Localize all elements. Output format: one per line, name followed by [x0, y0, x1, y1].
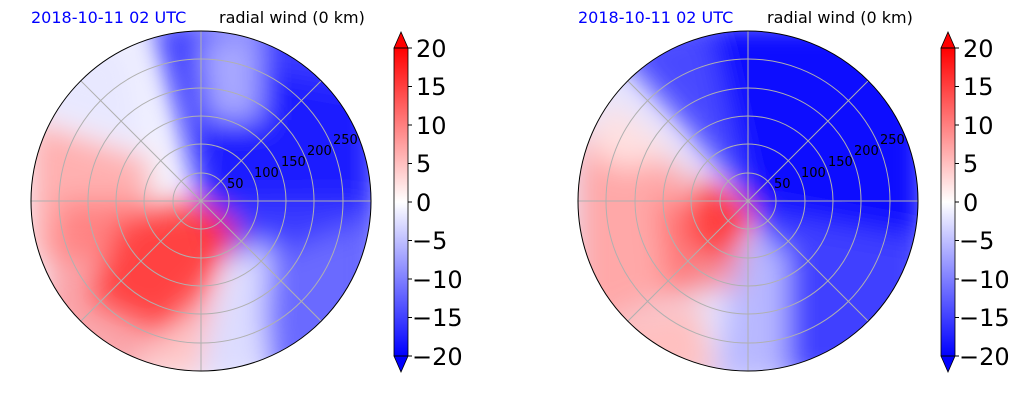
colorbar-tick-label: −15	[959, 304, 1010, 332]
polar-frame	[30, 30, 372, 372]
datetime-title: 2018-10-11 02 UTC	[578, 8, 734, 27]
colorbar-tick-label: 15	[963, 73, 994, 101]
radial-tick: 50	[774, 177, 791, 192]
colorbar-tick-label: −20	[959, 343, 1010, 371]
polar-plot: 50 100 150 200 250 20	[577, 30, 1010, 373]
colorbar-tick-label: −20	[412, 343, 463, 371]
chart-panel-right: 2018-10-11 02 UTC radial wind (0 km)	[547, 0, 1028, 401]
radial-wind-field	[578, 31, 918, 371]
radial-wind-field	[31, 31, 371, 371]
colorbar-tick-label: 15	[416, 73, 447, 101]
colorbar-tick-label: −10	[412, 266, 463, 294]
colorbar-tick-label: −5	[412, 227, 447, 255]
colorbar-tick-label: 20	[963, 35, 994, 63]
radial-tick: 100	[254, 166, 279, 181]
variable-title: radial wind (0 km)	[219, 8, 365, 27]
colorbar-tick-label: 0	[416, 189, 431, 217]
radial-tick: 150	[828, 155, 853, 170]
radial-tick-labels: 50 100 150 200 250	[227, 133, 358, 192]
variable-title: radial wind (0 km)	[767, 8, 913, 27]
radial-tick: 50	[227, 177, 244, 192]
radial-tick: 200	[307, 144, 332, 159]
colorbar-tick-label: 5	[416, 150, 431, 178]
colorbar-tick-label: −15	[412, 304, 463, 332]
polar-grid	[31, 31, 371, 371]
radial-tick: 250	[333, 133, 358, 148]
colorbar-tick-label: 20	[416, 35, 447, 63]
colorbar-tick-label: 10	[963, 112, 994, 140]
colorbar: 20 15 10 5 0 −5 −10 −15 −20	[393, 31, 463, 373]
radial-tick: 150	[281, 155, 306, 170]
colorbar-tick-label: 5	[963, 150, 978, 178]
colorbar-tick-label: 0	[963, 189, 978, 217]
chart-panel-left: 2018-10-11 02 UTC radial wind (0 km)	[30, 8, 463, 373]
colorbar-tick-label: −5	[959, 227, 994, 255]
datetime-title: 2018-10-11 02 UTC	[31, 8, 187, 27]
radial-tick: 100	[801, 166, 826, 181]
polar-frame	[577, 30, 919, 372]
radial-tick: 200	[854, 144, 879, 159]
radial-tick-labels: 50 100 150 200 250	[774, 133, 905, 192]
polar-grid	[578, 31, 918, 371]
colorbar-tick-label: −10	[959, 266, 1010, 294]
radial-tick: 250	[880, 133, 905, 148]
colorbar-tick-label: 10	[416, 112, 447, 140]
colorbar: 20 15 10 5 0 −5 −10 −15 −20	[940, 31, 1010, 373]
polar-plot: 50 100 150 200 250 20	[30, 30, 463, 373]
